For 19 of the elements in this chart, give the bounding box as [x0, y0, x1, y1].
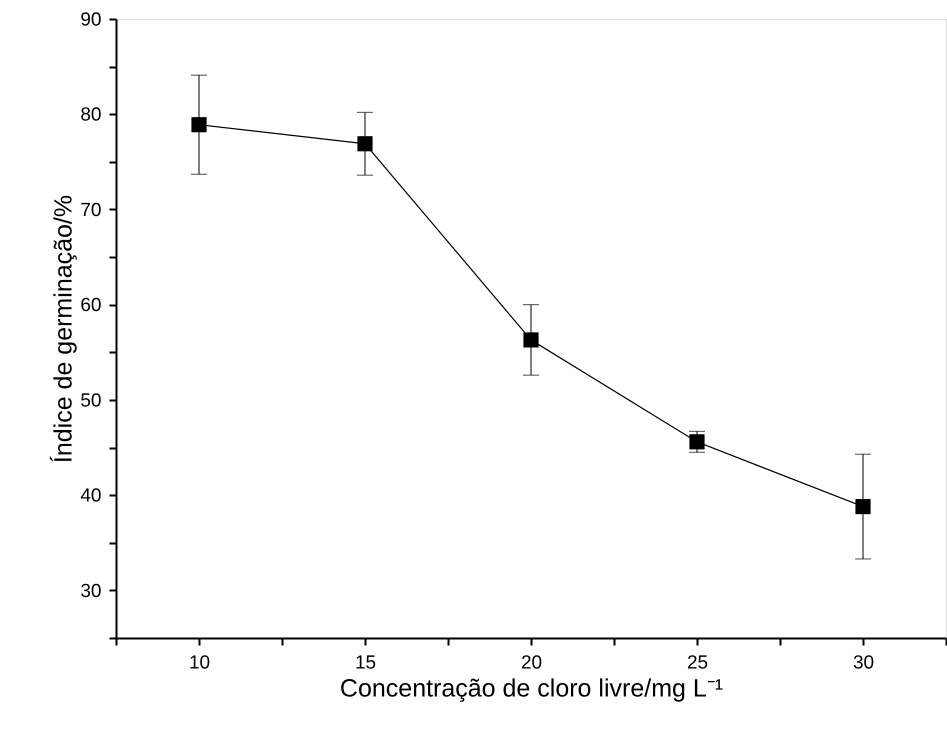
y-tick-label: 40: [80, 486, 102, 507]
point: [855, 499, 871, 514]
point: [689, 434, 705, 450]
y-tick-label: 30: [80, 580, 102, 602]
y-axis-title: Índice de germinação/%: [49, 194, 78, 464]
point: [191, 117, 207, 132]
x-tick-label: 20: [520, 652, 542, 674]
x-tick-label: 25: [686, 652, 708, 674]
y-tick-label: 70: [80, 200, 102, 221]
x-tick-label: 15: [354, 652, 376, 674]
y-tick-label: 60: [80, 295, 102, 316]
x-tick-label: 30: [852, 652, 874, 674]
x-tick-label: 10: [188, 652, 210, 674]
y-tick-label: 80: [80, 104, 102, 126]
y-tick-label: 90: [80, 10, 102, 30]
x-axis-title: Concentração de cloro livre/mg L⁻¹: [340, 674, 724, 702]
point: [523, 332, 539, 348]
point: [357, 136, 373, 152]
y-tick-label: 50: [80, 390, 102, 412]
